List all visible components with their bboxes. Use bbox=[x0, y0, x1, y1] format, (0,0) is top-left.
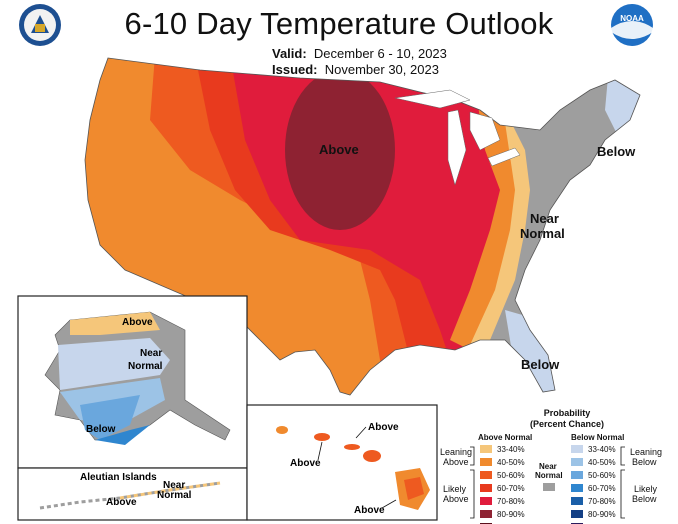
legend-leaning-above-1: Leaning bbox=[440, 447, 473, 457]
valid-value: December 6 - 10, 2023 bbox=[313, 46, 447, 61]
hawaii-above-label-2: Above bbox=[290, 458, 321, 469]
legend-above-range-1: 33-40% bbox=[497, 445, 525, 454]
above-80-90-region bbox=[285, 70, 395, 230]
legend-near-line2: Normal bbox=[535, 471, 563, 480]
legend-below-range-3: 50-60% bbox=[588, 471, 616, 480]
alaska-near-line1: Near bbox=[140, 348, 162, 359]
below-northeast-region bbox=[605, 58, 640, 150]
page-title: 6-10 Day Temperature Outlook bbox=[124, 6, 554, 41]
legend-leaning-below-1: Leaning bbox=[630, 447, 663, 457]
issued-value: November 30, 2023 bbox=[324, 62, 439, 77]
legend-likely-above-1: Likely bbox=[443, 484, 467, 494]
legend-below-range-1: 33-40% bbox=[588, 445, 616, 454]
legend-leaning-below-2: Below bbox=[632, 457, 657, 467]
legend-near-line1: Near bbox=[539, 462, 557, 471]
aleutian-near-line1: Near bbox=[163, 480, 185, 491]
conus-below-ne-label: Below bbox=[597, 144, 636, 159]
lake-michigan-icon bbox=[447, 109, 467, 186]
alaska-near-line2: Normal bbox=[128, 361, 163, 372]
aleutian-above-label: Above bbox=[106, 497, 137, 508]
legend-above-range-3: 50-60% bbox=[497, 471, 525, 480]
legend-title-line1: Probability bbox=[543, 408, 591, 418]
hawaii-inset: Above Above Above bbox=[246, 404, 438, 521]
near-normal-line1: Near bbox=[530, 211, 559, 226]
kauai-island bbox=[276, 426, 288, 434]
below-florida-region bbox=[505, 310, 560, 395]
issued-date: Issued: November 30, 2023 bbox=[272, 62, 439, 77]
legend-below-range-6: 80-90% bbox=[588, 510, 616, 519]
legend-above-range-2: 40-50% bbox=[497, 458, 525, 467]
doc-seal-icon bbox=[19, 4, 61, 46]
above-40-50-west-region bbox=[85, 58, 155, 200]
lake-huron-icon bbox=[469, 111, 501, 151]
lake-erie-icon bbox=[487, 147, 521, 167]
issued-label: Issued: bbox=[272, 62, 318, 77]
valid-label: Valid: bbox=[272, 46, 307, 61]
legend-likely-below-1: Likely bbox=[634, 484, 658, 494]
noaa-logo-icon: NOAA bbox=[611, 4, 653, 46]
oahu-island bbox=[314, 433, 330, 441]
legend-below-range-2: 40-50% bbox=[588, 458, 616, 467]
molokai-island bbox=[344, 444, 360, 450]
valid-dates: Valid: December 6 - 10, 2023 bbox=[272, 46, 447, 61]
legend-above-range-4: 60-70% bbox=[497, 484, 525, 493]
legend-likely-below-2: Below bbox=[632, 494, 657, 504]
aleutian-title: Aleutian Islands bbox=[80, 472, 157, 483]
legend-leaning-above-2: Above bbox=[443, 457, 469, 467]
legend bbox=[470, 445, 625, 524]
aleutian-inset: Aleutian Islands Above Near Normal bbox=[17, 467, 248, 521]
legend-title-line2: (Percent Chance) bbox=[529, 419, 605, 429]
legend-below-range-4: 60-70% bbox=[588, 484, 616, 493]
conus-below-fl-label: Below bbox=[521, 357, 560, 372]
legend-above-header: Above Normal bbox=[478, 433, 533, 442]
near-normal-line2: Normal bbox=[520, 226, 565, 241]
lake-superior-icon bbox=[394, 89, 471, 109]
maui-island bbox=[363, 450, 381, 462]
legend-below-header: Below Normal bbox=[571, 433, 625, 442]
alaska-above-label: Above bbox=[122, 317, 153, 328]
alaska-inset: Above Near Normal Below bbox=[17, 295, 248, 469]
hawaii-above-label-3: Above bbox=[354, 505, 385, 516]
aleutian-near-line2: Normal bbox=[157, 490, 192, 501]
legend-above-range-5: 70-80% bbox=[497, 497, 525, 506]
noaa-logo-text: NOAA bbox=[620, 14, 644, 23]
legend-above-range-6: 80-90% bbox=[497, 510, 525, 519]
conus-above-label: Above bbox=[319, 142, 359, 157]
alaska-below-label: Below bbox=[86, 424, 116, 435]
hawaii-above-label-1: Above bbox=[368, 422, 399, 433]
legend-likely-above-2: Above bbox=[443, 494, 469, 504]
legend-below-range-5: 70-80% bbox=[588, 497, 616, 506]
